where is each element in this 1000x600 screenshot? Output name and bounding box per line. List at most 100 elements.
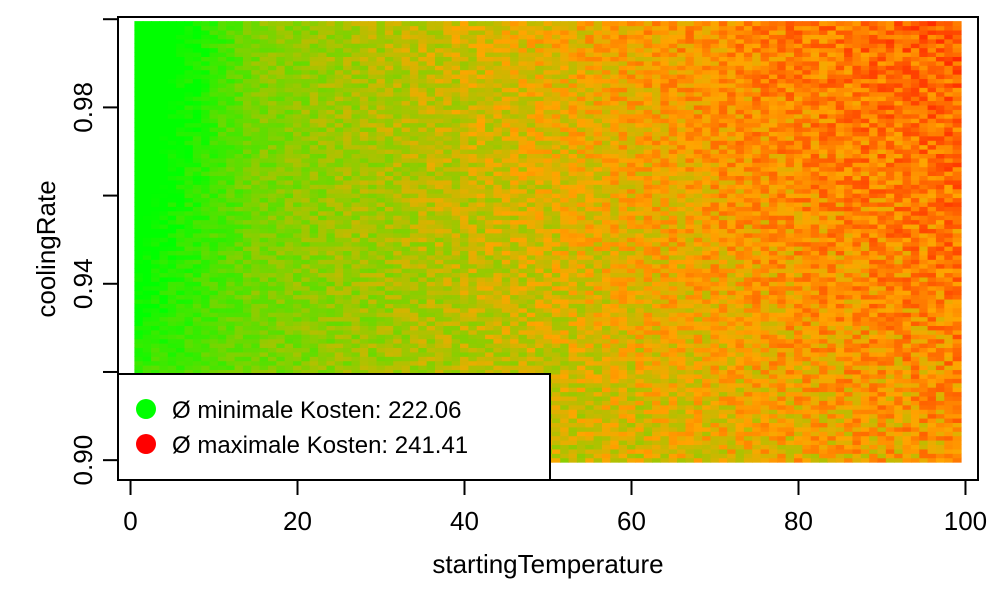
heatmap-cell	[359, 171, 369, 177]
heatmap-cell	[426, 175, 436, 181]
heatmap-cell	[226, 285, 236, 291]
heatmap-cell	[142, 268, 152, 274]
heatmap-cell	[142, 259, 152, 265]
heatmap-cell	[501, 60, 511, 66]
heatmap-cell	[226, 369, 236, 375]
heatmap-cell	[476, 268, 486, 274]
heatmap-cell	[368, 87, 378, 93]
heatmap-cell	[468, 360, 478, 366]
heatmap-cell	[493, 135, 503, 141]
heatmap-cell	[426, 122, 436, 128]
heatmap-cell	[192, 144, 202, 150]
heatmap-cell	[326, 51, 336, 57]
heatmap-cell	[351, 69, 361, 75]
heatmap-cell	[334, 329, 344, 335]
heatmap-cell	[485, 60, 495, 66]
heatmap-cell	[301, 82, 311, 88]
heatmap-cell	[543, 246, 553, 252]
heatmap-cell	[418, 188, 428, 194]
heatmap-cell	[526, 219, 536, 225]
heatmap-cell	[142, 320, 152, 326]
heatmap-cell	[242, 96, 252, 102]
heatmap-cell	[535, 369, 545, 375]
heatmap-cell	[176, 268, 186, 274]
heatmap-cell	[142, 241, 152, 247]
heatmap-cell	[426, 259, 436, 265]
heatmap-cell	[359, 360, 369, 366]
heatmap-cell	[376, 69, 386, 75]
heatmap-cell	[334, 122, 344, 128]
heatmap-cell	[468, 276, 478, 282]
heatmap-cell	[493, 232, 503, 238]
heatmap-cell	[251, 228, 261, 234]
heatmap-cell	[543, 232, 553, 238]
heatmap-cell	[159, 276, 169, 282]
heatmap-cell	[242, 356, 252, 362]
heatmap-cell	[176, 43, 186, 49]
heatmap-cell	[343, 118, 353, 124]
heatmap-cell	[326, 312, 336, 318]
heatmap-cell	[151, 51, 161, 57]
heatmap-cell	[301, 206, 311, 212]
heatmap-cell	[192, 237, 202, 243]
heatmap-cell	[217, 369, 227, 375]
heatmap-cell	[543, 60, 553, 66]
heatmap-cell	[501, 294, 511, 300]
heatmap-cell	[434, 118, 444, 124]
heatmap-cell	[217, 215, 227, 221]
heatmap-cell	[151, 272, 161, 278]
heatmap-cell	[393, 351, 403, 357]
heatmap-cell	[167, 126, 177, 132]
heatmap-cell	[259, 91, 269, 97]
heatmap-cell	[485, 365, 495, 371]
heatmap-cell	[460, 140, 469, 146]
heatmap-cell	[426, 140, 436, 146]
heatmap-cell	[460, 21, 469, 27]
heatmap-cell	[510, 78, 520, 84]
heatmap-cell	[318, 210, 328, 216]
heatmap-cell	[351, 87, 361, 93]
heatmap-cell	[518, 365, 528, 371]
heatmap-cell	[359, 254, 369, 260]
heatmap-cell	[434, 188, 444, 194]
heatmap-cell	[326, 303, 336, 309]
heatmap-cell	[443, 320, 453, 326]
heatmap-cell	[176, 316, 186, 322]
heatmap-cell	[393, 135, 403, 141]
heatmap-cell	[460, 263, 469, 269]
heatmap-cell	[201, 43, 211, 49]
heatmap-cell	[518, 29, 528, 35]
heatmap-cell	[368, 122, 378, 128]
heatmap-cell	[460, 219, 469, 225]
heatmap-cell	[326, 206, 336, 212]
heatmap-cell	[434, 329, 444, 335]
heatmap-cell	[451, 175, 461, 181]
heatmap-cell	[535, 329, 545, 335]
heatmap-cell	[359, 272, 369, 278]
heatmap-cell	[226, 78, 236, 84]
heatmap-cell	[242, 369, 252, 375]
heatmap-cell	[176, 193, 186, 199]
heatmap-cell	[409, 140, 419, 146]
heatmap-cell	[451, 298, 461, 304]
heatmap-cell	[159, 347, 169, 353]
heatmap-cell	[334, 325, 344, 331]
heatmap-cell	[376, 334, 386, 340]
heatmap-cell	[343, 369, 353, 375]
heatmap-cell	[201, 237, 211, 243]
heatmap-cell	[451, 179, 461, 185]
heatmap-cell	[201, 60, 211, 66]
heatmap-cell	[334, 91, 344, 97]
heatmap-cell	[543, 316, 553, 322]
heatmap-cell	[376, 91, 386, 97]
heatmap-cell	[226, 237, 236, 243]
heatmap-cell	[384, 82, 394, 88]
heatmap-cell	[201, 65, 211, 71]
heatmap-cell	[251, 360, 261, 366]
heatmap-cell	[359, 51, 369, 57]
heatmap-cell	[259, 193, 269, 199]
heatmap-cell	[167, 100, 177, 106]
heatmap-cell	[134, 69, 144, 75]
heatmap-cell	[409, 259, 419, 265]
heatmap-cell	[201, 96, 211, 102]
